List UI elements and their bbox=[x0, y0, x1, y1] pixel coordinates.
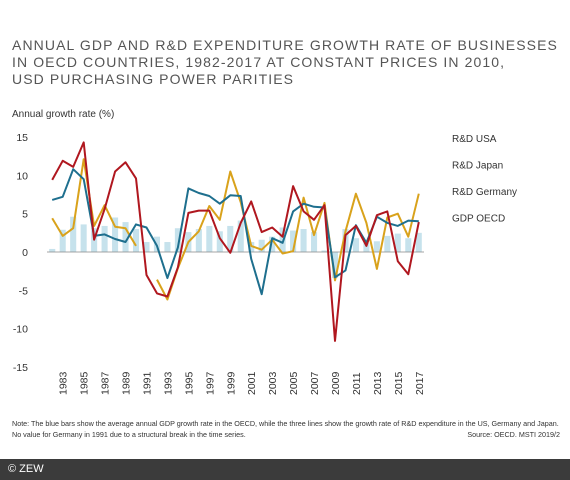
y-tick-label: -10 bbox=[13, 324, 28, 336]
bar-gdp-oecd bbox=[290, 230, 297, 252]
y-tick-label: 0 bbox=[22, 247, 28, 259]
y-tick-label: 15 bbox=[16, 132, 28, 144]
note: Note: The blue bars show the average ann… bbox=[12, 418, 560, 440]
bar-gdp-oecd bbox=[237, 220, 244, 252]
chart-title-line: IN OECD COUNTRIES, 1982-2017 AT CONSTANT… bbox=[12, 54, 506, 70]
y-axis-ticks: 15 10 5 0 -5 -10 -15 bbox=[13, 132, 28, 374]
chart-title-line: ANNUAL GDP AND R&D EXPENDITURE GROWTH RA… bbox=[12, 37, 558, 53]
x-tick-label: 2003 bbox=[267, 371, 279, 395]
bar-gdp-oecd bbox=[174, 228, 181, 252]
series-lines bbox=[51, 141, 420, 342]
x-tick-label: 1991 bbox=[141, 371, 153, 395]
line-r-d-germany bbox=[51, 158, 420, 301]
x-tick-label: 2009 bbox=[330, 371, 342, 395]
bar-gdp-oecd bbox=[227, 225, 234, 252]
bar-gdp-oecd bbox=[59, 229, 66, 252]
bar-gdp-oecd bbox=[373, 241, 380, 252]
bar-gdp-oecd bbox=[352, 238, 359, 252]
bar-gdp-oecd bbox=[143, 242, 150, 252]
x-tick-label: 1987 bbox=[100, 371, 112, 395]
x-tick-label: 1993 bbox=[162, 371, 174, 395]
bar-gdp-oecd bbox=[363, 242, 370, 252]
bar-gdp-oecd bbox=[415, 232, 422, 252]
bar-gdp-oecd bbox=[384, 235, 391, 252]
bar-gdp-oecd bbox=[112, 217, 119, 252]
bar-gdp-oecd bbox=[311, 232, 318, 252]
y-tick-label: 10 bbox=[16, 170, 28, 182]
bar-gdp-oecd bbox=[321, 250, 328, 252]
bar-gdp-oecd bbox=[70, 216, 77, 252]
bars-gdp-oecd bbox=[49, 216, 422, 279]
bar-gdp-oecd bbox=[132, 229, 140, 252]
source: Source: OECD. MSTI 2019/2 bbox=[467, 430, 560, 439]
x-tick-label: 1997 bbox=[204, 371, 216, 395]
x-tick-label: 2017 bbox=[414, 371, 426, 395]
x-tick-label: 2005 bbox=[288, 371, 300, 395]
bar-gdp-oecd bbox=[248, 242, 255, 252]
bar-gdp-oecd bbox=[80, 224, 87, 252]
legend-label: R&D Japan bbox=[452, 161, 503, 172]
x-tick-label: 1985 bbox=[79, 371, 91, 395]
bar-gdp-oecd bbox=[300, 229, 307, 252]
chart: Annual growth rate (%) 15 10 5 0 -5 -10 -15 19… bbox=[12, 109, 517, 395]
bar-gdp-oecd bbox=[195, 229, 202, 252]
x-tick-label: 1995 bbox=[183, 371, 195, 395]
legend-label: R&D USA bbox=[452, 134, 497, 145]
legend: R&D USA R&D Japan R&D Germany GDP OECD bbox=[452, 134, 517, 225]
bar-gdp-oecd bbox=[331, 252, 339, 279]
y-tick-label: -15 bbox=[13, 362, 28, 374]
x-tick-label: 2011 bbox=[351, 372, 363, 395]
chart-title-line: USD PURCHASING POWER PARITIES bbox=[12, 71, 295, 87]
note-line-2: No value for Germany in 1991 due to a st… bbox=[12, 430, 246, 439]
x-tick-label: 1983 bbox=[58, 371, 70, 395]
x-tick-label: 2007 bbox=[309, 371, 321, 395]
legend-label: R&D Germany bbox=[452, 187, 517, 198]
line-r-d-japan bbox=[51, 141, 420, 342]
bar-gdp-oecd bbox=[269, 236, 276, 252]
copyright: © ZEW bbox=[8, 463, 44, 475]
x-tick-label: 2015 bbox=[393, 371, 405, 395]
bar-gdp-oecd bbox=[405, 238, 412, 252]
bar-gdp-oecd bbox=[122, 222, 129, 252]
y-axis-label: Annual growth rate (%) bbox=[12, 109, 114, 120]
x-tick-label: 1989 bbox=[121, 371, 133, 395]
y-tick-label: -5 bbox=[19, 285, 28, 297]
note-line-1: Note: The blue bars show the average ann… bbox=[12, 419, 559, 428]
bar-gdp-oecd bbox=[101, 225, 108, 252]
x-axis-ticks: 1983 1985 1987 1989 1991 1993 1995 1997 1999 2001… bbox=[58, 371, 426, 395]
x-tick-label: 2001 bbox=[246, 371, 258, 395]
bar-gdp-oecd bbox=[164, 242, 171, 252]
bar-gdp-oecd bbox=[49, 248, 56, 252]
x-tick-label: 1999 bbox=[225, 371, 237, 395]
y-tick-label: 5 bbox=[22, 209, 28, 221]
footer: © ZEW bbox=[0, 459, 570, 480]
bar-gdp-oecd bbox=[216, 231, 223, 252]
legend-label: GDP OECD bbox=[452, 214, 505, 225]
bar-gdp-oecd bbox=[258, 239, 265, 252]
bar-gdp-oecd bbox=[394, 233, 401, 252]
x-tick-label: 2013 bbox=[372, 371, 384, 395]
chart-title: ANNUAL GDP AND R&D EXPENDITURE GROWTH RA… bbox=[12, 37, 558, 88]
bar-gdp-oecd bbox=[206, 225, 213, 252]
